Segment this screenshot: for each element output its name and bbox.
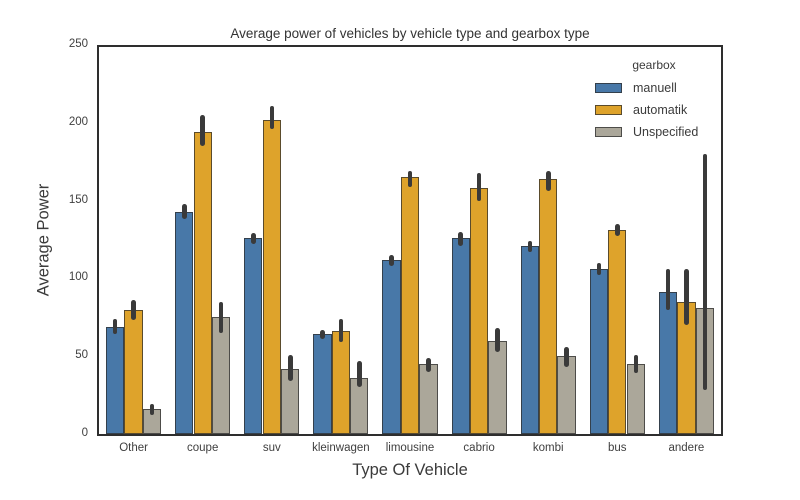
legend-item-unspecified: Unspecified <box>588 121 720 143</box>
error-bar-automatik-kleinwagen <box>338 318 344 343</box>
y-axis-label: Average Power <box>34 183 53 297</box>
x-tick-label-kleinwagen: kleinwagen <box>312 442 370 454</box>
error-bar-manuell-kleinwagen <box>320 329 325 340</box>
error-bar-unspecified-suv <box>288 354 293 382</box>
x-tick-label-andere: andere <box>668 442 705 454</box>
x-tick-label-cabrio: cabrio <box>463 442 495 454</box>
error-bar-automatik-kombi <box>546 171 551 192</box>
bar-manuell-suv <box>244 237 263 434</box>
error-bar-manuell-andere <box>665 269 671 310</box>
error-bar-manuell-cabrio <box>458 231 463 246</box>
error-bar-unspecified-kleinwagen <box>357 360 362 388</box>
x-tick-label-limousine: limousine <box>385 442 435 454</box>
bar-automatik-kombi <box>539 178 558 434</box>
bar-unspecified-kombi <box>557 356 576 434</box>
error-bar-automatik-limousine <box>407 171 413 187</box>
bar-unspecified-limousine <box>419 364 438 434</box>
bar-manuell-cabrio <box>451 237 470 434</box>
bar-unspecified-cabrio <box>488 340 507 434</box>
legend: gearbox manuell automatik Unspecified <box>588 58 720 143</box>
bar-automatik-cabrio <box>469 188 489 434</box>
bar-manuell-kombi <box>520 245 539 434</box>
error-bar-manuell-other <box>112 318 118 335</box>
y-tick-label-200: 200 <box>68 115 88 128</box>
error-bar-unspecified-coupe <box>218 301 224 333</box>
bar-manuell-kleinwagen <box>313 334 332 434</box>
bar-manuell-andere <box>658 292 678 434</box>
error-bar-automatik-cabrio <box>476 172 482 201</box>
legend-title: gearbox <box>632 58 676 72</box>
bar-automatik-limousine <box>400 177 420 434</box>
y-tick-label-250: 250 <box>68 38 88 50</box>
x-tick-label-kombi: kombi <box>532 442 564 454</box>
error-bar-automatik-andere <box>684 269 689 326</box>
legend-swatch-automatik <box>595 105 622 115</box>
error-bar-unspecified-limousine <box>426 357 431 372</box>
bar-automatik-bus <box>608 230 627 434</box>
x-tick-label-suv: suv <box>262 442 281 454</box>
bar-automatik-coupe <box>193 132 212 434</box>
x-tick-label-other: Other <box>119 442 148 454</box>
chart-title: Average power of vehicles by vehicle typ… <box>230 26 590 41</box>
error-bar-manuell-bus <box>596 262 602 276</box>
bar-automatik-kleinwagen <box>331 331 351 434</box>
bar-automatik-other <box>124 309 143 434</box>
error-bar-unspecified-bus <box>633 354 638 374</box>
error-bar-unspecified-other <box>149 404 155 416</box>
bar-unspecified-coupe <box>211 317 231 434</box>
bar-manuell-limousine <box>382 259 401 434</box>
error-bar-unspecified-kombi <box>564 346 569 368</box>
legend-item-automatik: automatik <box>588 99 720 121</box>
error-bar-manuell-coupe <box>182 203 187 220</box>
bar-manuell-bus <box>589 269 609 434</box>
error-bar-manuell-kombi <box>527 241 532 252</box>
legend-swatch-unspecified <box>595 127 622 137</box>
error-bar-manuell-limousine <box>389 255 394 266</box>
error-bar-manuell-suv <box>251 233 256 245</box>
bar-unspecified-bus <box>626 364 645 434</box>
x-tick-label-coupe: coupe <box>187 442 219 454</box>
y-tick-label-0: 0 <box>81 427 88 439</box>
error-bar-automatik-other <box>131 300 136 321</box>
y-tick-label-50: 50 <box>75 349 88 362</box>
bar-automatik-suv <box>262 119 281 434</box>
y-tick-label-150: 150 <box>68 193 88 206</box>
legend-label-unspecified: Unspecified <box>633 125 699 139</box>
legend-swatch-manuell <box>595 83 622 93</box>
error-bar-automatik-coupe <box>200 115 205 147</box>
legend-item-manuell: manuell <box>588 77 720 99</box>
error-bar-unspecified-cabrio <box>495 328 500 352</box>
legend-label-automatik: automatik <box>633 103 688 117</box>
bar-manuell-coupe <box>175 211 194 434</box>
plot-area: gearbox manuell automatik Unspecified <box>97 45 723 436</box>
error-bar-unspecified-andere <box>702 153 708 391</box>
x-tick-label-bus: bus <box>608 442 627 454</box>
x-axis-label: Type Of Vehicle <box>352 461 468 479</box>
y-tick-label-100: 100 <box>68 271 88 284</box>
error-bar-automatik-bus <box>615 224 620 237</box>
legend-label-manuell: manuell <box>633 81 677 95</box>
bar-manuell-other <box>105 326 125 434</box>
legend-rows: manuell automatik Unspecified <box>588 77 720 143</box>
error-bar-automatik-suv <box>269 105 274 129</box>
